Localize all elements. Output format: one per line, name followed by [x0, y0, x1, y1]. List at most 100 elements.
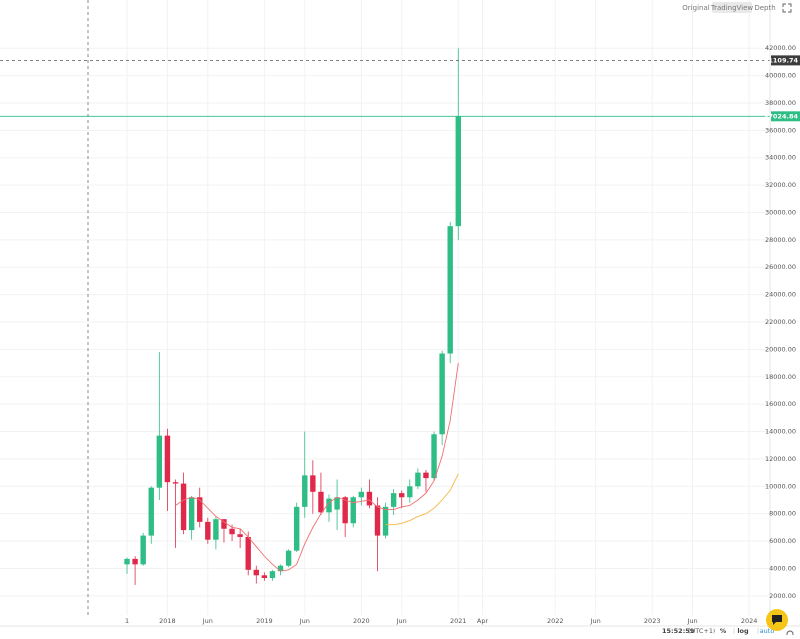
x-tick-label: 1 — [125, 617, 129, 625]
candle-body — [269, 571, 276, 579]
last-price-tag — [771, 111, 800, 122]
x-tick-label: Jun — [299, 617, 310, 625]
candle-body — [455, 116, 461, 227]
toolbar-button-active — [712, 2, 752, 13]
y-tick-label: 20000.00 — [765, 345, 796, 353]
plot — [0, 0, 770, 615]
candle-body — [350, 497, 356, 524]
x-tick-label: 2022 — [547, 617, 564, 625]
candle-body — [390, 493, 397, 507]
candle-body — [439, 353, 445, 435]
grid — [0, 0, 770, 615]
candle-body — [277, 565, 284, 572]
candle-body — [407, 486, 413, 498]
candle-body — [180, 483, 187, 531]
scale-option[interactable]: % — [720, 627, 727, 635]
candle-body — [164, 435, 171, 483]
y-tick-label: 30000.00 — [765, 208, 796, 216]
toolbar: Original TradingView Depth — [682, 2, 776, 13]
x-tick-label: 2020 — [353, 617, 370, 625]
crosshair-label: 41109.74 — [764, 56, 799, 64]
candle-body — [124, 558, 130, 565]
y-tick-label: 40000.00 — [765, 72, 796, 80]
moving-average-line — [175, 363, 459, 572]
chat-icon — [772, 615, 782, 625]
candle-body — [415, 472, 421, 487]
candle-body — [132, 558, 138, 565]
y-tick-label: 24000.00 — [765, 291, 796, 299]
candle-body — [213, 519, 219, 540]
candle-body — [172, 482, 179, 484]
candle-body — [399, 493, 405, 498]
toolbar-button[interactable]: Original — [682, 4, 709, 12]
candle-body — [374, 505, 381, 536]
y-tick-label: 14000.00 — [765, 428, 796, 436]
y-tick-label: 42000.00 — [765, 44, 796, 52]
candle-body — [197, 497, 203, 522]
scale-option[interactable]: log — [737, 627, 749, 635]
x-tick-label: Jun — [202, 617, 213, 625]
candle-body — [310, 475, 316, 492]
scale-option[interactable]: auto — [760, 627, 775, 635]
y-tick-label: 26000.00 — [765, 263, 796, 271]
candle-body — [245, 536, 251, 570]
x-tick-label: Jun — [687, 617, 698, 625]
candle-body — [334, 497, 340, 510]
candle-body — [431, 434, 437, 479]
y-tick-label: 10000.00 — [765, 482, 796, 490]
x-tick-label: Jun — [396, 617, 407, 625]
candle-body — [188, 497, 195, 531]
y-tick-label: 18000.00 — [765, 373, 796, 381]
y-tick-label: 8000.00 — [769, 510, 796, 518]
candle-body — [261, 575, 268, 579]
y-tick-label: 28000.00 — [765, 236, 796, 244]
candle-body — [148, 487, 154, 536]
candle-body — [423, 472, 429, 479]
candle-body — [366, 491, 373, 506]
y-tick-label: 16000.00 — [765, 400, 796, 408]
y-tick-label: 38000.00 — [765, 99, 796, 107]
candle-body — [382, 506, 389, 536]
y-tick-label: 12000.00 — [765, 455, 796, 463]
candle-body — [358, 491, 365, 498]
crosshair-tag — [771, 55, 800, 66]
candle-body — [205, 521, 211, 540]
status-bar: 15:52:59(UTC+1)% log auto — [662, 627, 774, 635]
candle-body — [447, 226, 453, 354]
y-tick-label: 34000.00 — [765, 154, 796, 162]
y-tick-label: 32000.00 — [765, 181, 796, 189]
fullscreen-icon[interactable] — [782, 3, 792, 13]
timezone: (UTC+1) — [688, 627, 716, 635]
last-price-label: 37024.84 — [764, 112, 799, 120]
x-tick-label: Jun — [590, 617, 601, 625]
candle-body — [285, 550, 292, 566]
candle-body — [221, 519, 227, 529]
candle-body — [140, 535, 146, 565]
x-tick-label: 2019 — [256, 617, 273, 625]
x-tick-label: 2021 — [450, 617, 467, 625]
x-tick-label: 2024 — [741, 617, 758, 625]
candle-body — [237, 534, 243, 537]
moving-average-line — [385, 473, 459, 526]
x-tick-label: 2018 — [159, 617, 176, 625]
toolbar-button[interactable]: TradingView — [710, 4, 754, 12]
candle-body — [302, 475, 308, 507]
toolbar-button[interactable]: Depth — [754, 4, 775, 12]
candle-body — [342, 497, 348, 524]
x-tick-label: 2023 — [644, 617, 661, 625]
y-tick-label: 4000.00 — [769, 564, 796, 572]
y-tick-label: 36000.00 — [765, 126, 796, 134]
candle-body — [318, 491, 324, 513]
x-tick-label: Apr — [477, 617, 489, 625]
y-tick-label: 2000.00 — [769, 592, 796, 600]
candle-body — [293, 506, 300, 551]
candle-body — [156, 435, 163, 488]
clock: 15:52:59 — [662, 627, 695, 635]
y-tick-label: 6000.00 — [769, 537, 796, 545]
y-tick-label: 22000.00 — [765, 318, 796, 326]
candle-body — [326, 498, 332, 513]
candle-body — [229, 528, 235, 535]
